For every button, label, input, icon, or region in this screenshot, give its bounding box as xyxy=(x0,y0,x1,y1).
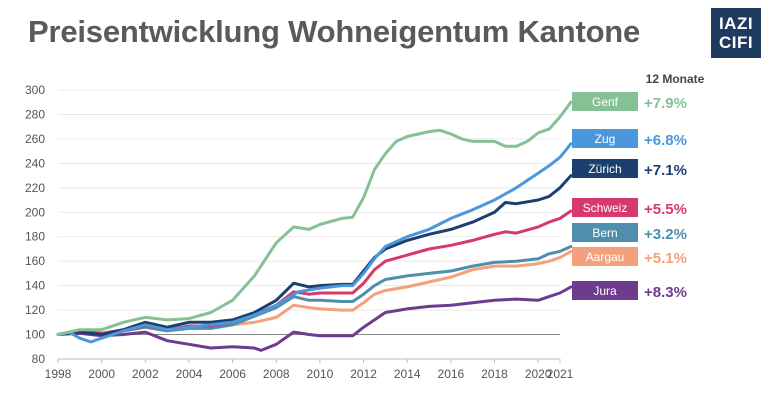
logo-line-1: IAZI xyxy=(718,14,754,33)
legend-swatch-jura xyxy=(572,281,638,300)
legend-change-aargau: +5.1% xyxy=(644,250,687,267)
x-tick-label: 2014 xyxy=(394,367,421,381)
legend-label-schweiz: Schweiz xyxy=(583,201,628,215)
legend-change-schweiz: +5.5% xyxy=(644,201,687,218)
legend-swatch-aargau xyxy=(572,247,638,266)
logo-line-2: CIFI xyxy=(718,33,754,52)
x-tick-label: 2016 xyxy=(438,367,465,381)
x-tick-label: 2006 xyxy=(219,367,246,381)
legend-change-genf: +7.9% xyxy=(644,95,687,112)
series-line-schweiz xyxy=(56,209,573,336)
legend-label-jura: Jura xyxy=(593,284,617,298)
iazi-cifi-logo: IAZI CIFI xyxy=(711,8,761,58)
series-line-genf xyxy=(56,100,573,336)
x-tick-label: 2008 xyxy=(263,367,290,381)
legend-change-jura: +8.3% xyxy=(644,284,687,301)
x-tick-label: 2018 xyxy=(481,367,508,381)
series-line-jura xyxy=(56,285,573,352)
chart-title: Preisentwicklung Wohneigentum Kantone xyxy=(28,14,641,49)
x-tick-label: 2020 xyxy=(525,367,552,381)
y-tick-label: 240 xyxy=(25,156,45,170)
y-tick-label: 140 xyxy=(25,279,45,293)
legend-swatch-zuerich xyxy=(572,159,638,178)
legend-change-bern: +3.2% xyxy=(644,226,687,243)
x-tick-label: 2004 xyxy=(176,367,203,381)
legend-label-bern: Bern xyxy=(592,226,617,240)
y-tick-label: 220 xyxy=(25,181,45,195)
y-tick-label: 200 xyxy=(25,205,45,219)
x-tick-label: 2000 xyxy=(88,367,115,381)
y-tick-label: 260 xyxy=(25,132,45,146)
x-tick-label: 1998 xyxy=(45,367,72,381)
x-tick-label: 2002 xyxy=(132,367,159,381)
legend-swatch-zug xyxy=(572,129,638,148)
legend-label-zug: Zug xyxy=(595,132,616,146)
y-tick-label: 80 xyxy=(32,352,46,366)
legend-change-zuerich: +7.1% xyxy=(644,162,687,179)
x-tick-label: 2010 xyxy=(307,367,334,381)
y-tick-label: 280 xyxy=(25,107,45,121)
series-line-zug xyxy=(56,142,573,344)
legend-label-genf: Genf xyxy=(592,95,619,109)
legend-label-zuerich: Zürich xyxy=(588,162,621,176)
y-tick-label: 160 xyxy=(25,254,45,268)
x-tick-label: 2021 xyxy=(547,367,574,381)
y-tick-label: 300 xyxy=(25,83,45,97)
legend-label-aargau: Aargau xyxy=(586,250,625,264)
legend-swatch-genf xyxy=(572,92,638,111)
y-tick-label: 180 xyxy=(25,230,45,244)
legend-swatch-schweiz xyxy=(572,198,638,217)
legend-swatch-bern xyxy=(572,223,638,242)
x-tick-label: 2012 xyxy=(350,367,377,381)
y-tick-label: 100 xyxy=(25,328,45,342)
legend-change-zug: +6.8% xyxy=(644,132,687,149)
y-tick-label: 120 xyxy=(25,303,45,317)
legend-header: 12 Monate xyxy=(646,72,705,86)
